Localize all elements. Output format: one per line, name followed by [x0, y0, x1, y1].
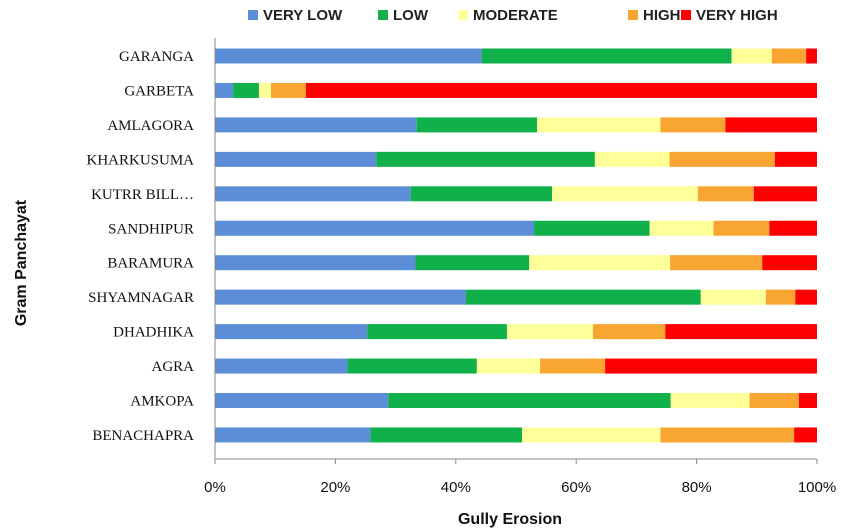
legend-label-high: HIGH: [643, 7, 681, 24]
bar-segment-amlagora-high: [660, 117, 726, 133]
bars-group: [215, 48, 817, 443]
bar-segment-garbeta-very-high: [305, 82, 817, 98]
bar-segment-kharkusuma-very-high: [774, 151, 817, 167]
bar-segment-garanga-high: [771, 48, 807, 64]
bar-segment-agra-high: [540, 358, 606, 374]
bar-segment-shyamnagar-very-high: [795, 289, 817, 305]
legend-label-very-high: VERY HIGH: [696, 7, 778, 24]
bar-segment-garbeta-very-low: [215, 82, 234, 98]
bar-segment-amlagora-moderate: [537, 117, 661, 133]
bar-segment-garanga-low: [481, 48, 732, 64]
legend-label-very-low: VERY LOW: [263, 7, 343, 24]
bar-segment-dhadhika-low: [367, 324, 507, 340]
bar-segment-benachapra-very-high: [794, 427, 817, 443]
bar-segment-kharkusuma-very-low: [215, 151, 377, 167]
x-tick-label: 0%: [204, 479, 226, 496]
bar-segment-sandhipur-moderate: [649, 220, 714, 236]
bar-segment-dhadhika-very-low: [215, 324, 368, 340]
bar-segment-benachapra-moderate: [522, 427, 661, 443]
bar-segment-kutrr-bill-low: [410, 186, 553, 202]
legend-swatch-very-low: [248, 10, 258, 20]
bar-segment-shyamnagar-high: [765, 289, 796, 305]
bar-segment-benachapra-low: [370, 427, 523, 443]
bar-segment-baramura-moderate: [529, 255, 671, 271]
bar-segment-baramura-very-low: [215, 255, 416, 271]
x-axis: 0% 20% 40% 60% 80% 100%: [204, 38, 836, 496]
bar-segment-benachapra-very-low: [215, 427, 371, 443]
bar-segment-garbeta-moderate: [258, 82, 271, 98]
y-axis-title: Gram Panchayat: [13, 199, 30, 326]
bar-segment-kutrr-bill-moderate: [552, 186, 698, 202]
bar-segment-dhadhika-moderate: [506, 324, 594, 340]
bar-segment-kutrr-bill-very-low: [215, 186, 411, 202]
category-label-garbeta: GARBETA: [124, 83, 194, 99]
category-label-kharkusuma: KHARKUSUMA: [86, 152, 194, 168]
legend-swatch-high: [628, 10, 638, 20]
category-label-garanga: GARANGA: [119, 49, 194, 65]
legend-swatch-low: [378, 10, 388, 20]
bar-segment-agra-moderate: [476, 358, 541, 374]
bar-segment-kharkusuma-moderate: [594, 151, 670, 167]
bar-segment-amkopa-low: [388, 393, 671, 408]
legend-swatch-very-high: [681, 10, 691, 20]
bar-segment-kharkusuma-high: [669, 151, 775, 167]
bar-segment-amlagora-low: [416, 117, 538, 133]
category-label-agra: AGRA: [151, 359, 194, 375]
bar-segment-sandhipur-very-low: [215, 220, 535, 236]
bar-segment-garanga-very-high: [806, 48, 817, 64]
x-tick-label: 80%: [682, 479, 712, 496]
category-label-dhadhika: DHADHIKA: [113, 325, 194, 341]
legend-label-moderate: MODERATE: [473, 7, 558, 24]
bar-segment-shyamnagar-low: [466, 289, 701, 305]
bar-segment-agra-low: [347, 358, 477, 374]
x-tick-label: 100%: [798, 479, 836, 496]
bar-segment-amkopa-very-high: [798, 393, 817, 408]
bar-segment-sandhipur-low: [534, 220, 650, 236]
bar-segment-baramura-high: [670, 255, 763, 271]
bar-segment-agra-very-low: [215, 358, 348, 374]
bar-segment-amlagora-very-low: [215, 117, 417, 133]
legend-swatch-moderate: [458, 10, 468, 20]
bar-segment-sandhipur-very-high: [769, 220, 817, 236]
bar-segment-garbeta-high: [270, 82, 306, 98]
category-label-amlagora: AMLAGORA: [107, 118, 194, 134]
bar-segment-amlagora-very-high: [725, 117, 817, 133]
bar-segment-shyamnagar-very-low: [215, 289, 467, 305]
bar-segment-garbeta-low: [233, 82, 259, 98]
bar-segment-garanga-very-low: [215, 48, 482, 64]
x-tick-label: 40%: [441, 479, 471, 496]
category-labels: GARANGA GARBETA AMLAGORA KHARKUSUMA KUTRR BI…: [86, 49, 194, 444]
bar-segment-amkopa-moderate: [670, 393, 750, 408]
bar-segment-agra-very-high: [605, 358, 817, 374]
category-label-sandhipur: SANDHIPUR: [108, 221, 194, 237]
category-label-baramura: BARAMURA: [107, 256, 194, 272]
x-tick-label: 20%: [320, 479, 350, 496]
bar-segment-kutrr-bill-high: [697, 186, 754, 202]
category-label-kutrr-bill: KUTRR BILL…: [91, 187, 194, 203]
bar-segment-sandhipur-high: [713, 220, 770, 236]
category-label-amkopa: AMKOPA: [130, 394, 194, 410]
bar-segment-kharkusuma-low: [376, 151, 595, 167]
x-tick-label: 60%: [561, 479, 591, 496]
bar-segment-baramura-low: [415, 255, 530, 271]
bar-segment-garanga-moderate: [731, 48, 772, 64]
bar-segment-dhadhika-high: [593, 324, 666, 340]
category-label-benachapra: BENACHAPRA: [92, 428, 194, 444]
bar-segment-shyamnagar-moderate: [700, 289, 766, 305]
bar-segment-benachapra-high: [660, 427, 795, 443]
bar-segment-amkopa-high: [749, 393, 799, 408]
bar-segment-baramura-very-high: [762, 255, 817, 271]
bar-segment-amkopa-very-low: [215, 393, 389, 408]
legend: VERY LOW LOW MODERATE HIGH VERY HIGH: [248, 7, 778, 24]
category-label-shyamnagar: SHYAMNAGAR: [88, 290, 194, 306]
legend-label-low: LOW: [393, 7, 429, 24]
bar-segment-dhadhika-very-high: [665, 324, 817, 340]
x-axis-title: Gully Erosion: [458, 511, 562, 528]
bar-segment-kutrr-bill-very-high: [753, 186, 817, 202]
